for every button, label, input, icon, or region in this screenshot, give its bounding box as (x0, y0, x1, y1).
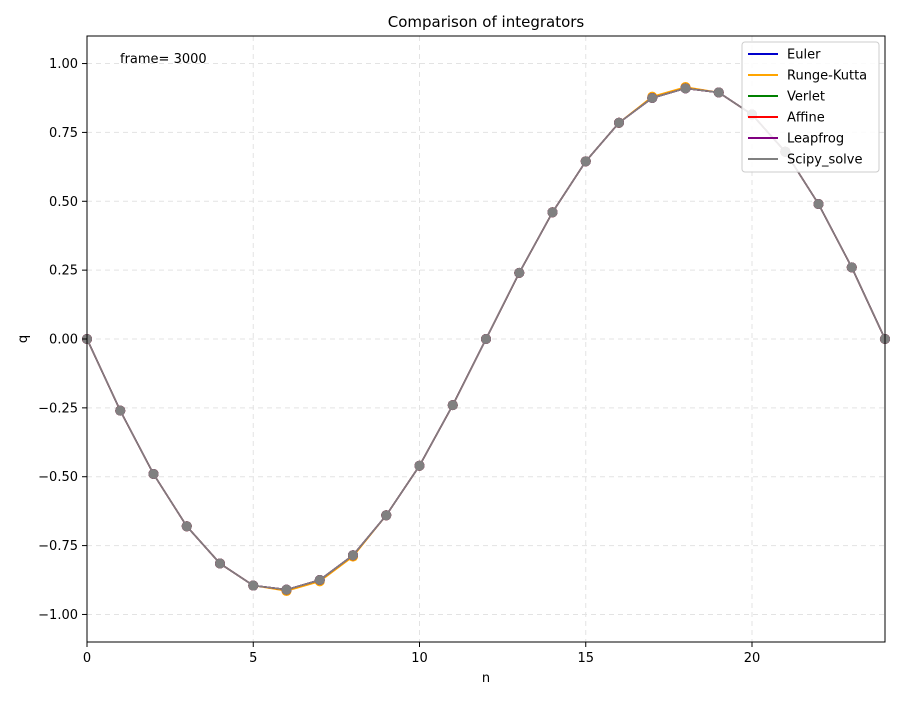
legend-label-scipy-solve: Scipy_solve (787, 153, 863, 168)
data-point-scipy-solve (514, 267, 525, 278)
data-point-scipy-solve (447, 400, 458, 411)
legend-label-leapfrog: Leapfrog (787, 132, 844, 147)
legend-label-runge-kutta: Runge-Kutta (787, 69, 867, 84)
y-tick-label: 0.25 (49, 264, 78, 279)
y-tick-label: −0.50 (38, 470, 78, 485)
data-point-scipy-solve (115, 405, 126, 416)
data-point-scipy-solve (381, 510, 392, 521)
data-point-scipy-solve (846, 262, 857, 273)
x-tick-label: 0 (83, 651, 91, 666)
chart-title: Comparison of integrators (388, 13, 585, 31)
y-axis-ticks: −1.00 −0.75 −0.50 −0.25 0.00 0.25 0.50 0.75 1.00 (38, 57, 87, 623)
data-point-scipy-solve (148, 468, 159, 479)
x-tick-label: 5 (249, 651, 257, 666)
y-tick-label: 0.50 (49, 195, 78, 210)
data-point-scipy-solve (414, 460, 425, 471)
data-point-scipy-solve (547, 207, 558, 218)
data-point-scipy-solve (713, 87, 724, 98)
data-point-scipy-solve (314, 575, 325, 586)
data-point-scipy-solve (348, 550, 358, 561)
x-tick-label: 20 (744, 651, 761, 666)
legend-label-verlet: Verlet (787, 90, 825, 105)
y-tick-label: −1.00 (38, 608, 78, 623)
x-tick-label: 15 (577, 651, 594, 666)
data-point-scipy-solve (281, 584, 292, 595)
data-point-scipy-solve (248, 580, 259, 591)
data-point-scipy-solve (481, 334, 491, 344)
data-point-scipy-solve (215, 558, 225, 569)
data-point-scipy-solve (813, 199, 824, 210)
x-axis-ticks: 0 5 10 15 20 (83, 642, 760, 666)
y-tick-label: 0.75 (49, 126, 78, 141)
y-axis-label: q (16, 335, 31, 343)
legend-label-euler: Euler (787, 48, 821, 63)
data-point-scipy-solve (580, 156, 591, 167)
y-tick-label: 1.00 (49, 57, 78, 72)
x-axis-label: n (482, 671, 490, 686)
y-tick-label: −0.75 (38, 539, 78, 554)
data-point-scipy-solve (680, 83, 691, 94)
y-tick-label: −0.25 (38, 401, 78, 416)
legend: Euler Runge-Kutta Verlet Affine Leapfrog Scip… (741, 41, 880, 173)
data-point-scipy-solve (181, 521, 192, 532)
legend-label-affine: Affine (787, 111, 825, 126)
x-tick-label: 10 (411, 651, 428, 666)
data-point-scipy-solve (647, 92, 658, 103)
data-point-scipy-solve (614, 117, 624, 128)
y-tick-label: 0.00 (49, 333, 78, 348)
frame-annotation: frame= 3000 (120, 52, 207, 67)
